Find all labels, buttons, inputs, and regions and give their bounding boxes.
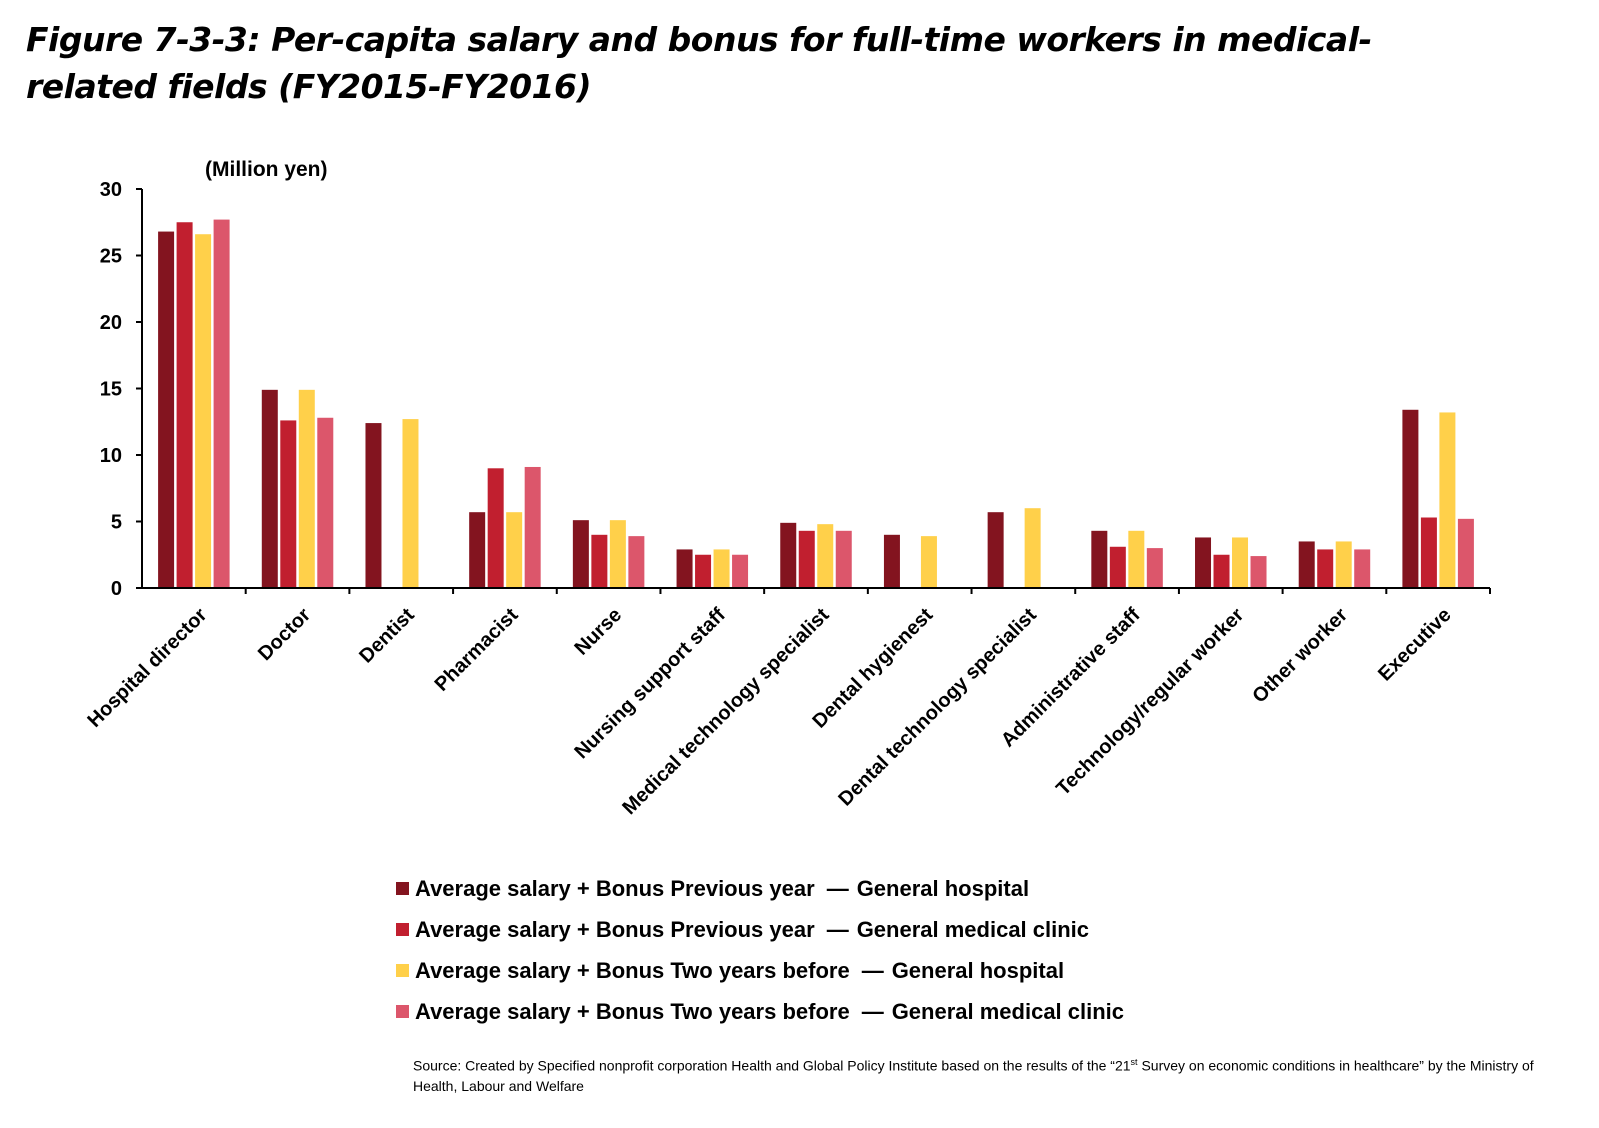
- bar: [835, 530, 852, 588]
- y-tick-label: 25: [100, 246, 122, 268]
- bar: [317, 417, 334, 588]
- bar: [1091, 530, 1108, 588]
- legend-item: Average salary + Bonus Two years before …: [396, 950, 1124, 991]
- bar: [628, 536, 645, 588]
- bar: [280, 420, 297, 588]
- x-tick-label: Hospital director: [83, 604, 211, 732]
- chart-title: Figure 7-3-3: Per-capita salary and bonu…: [26, 20, 1372, 106]
- y-tick-label: 20: [100, 312, 122, 334]
- source-text: Source: Created by Specified nonprofit c…: [413, 1057, 1131, 1074]
- bar: [1457, 518, 1474, 588]
- bar: [1213, 554, 1230, 588]
- bar: [883, 534, 900, 588]
- bar: [695, 554, 712, 588]
- legend-separator: —: [861, 957, 884, 983]
- y-tick-label: 5: [111, 512, 122, 534]
- bar: [1250, 556, 1267, 588]
- x-tick-label: Doctor: [254, 604, 315, 665]
- legend-swatch: [396, 923, 409, 936]
- legend-label: Average salary + Bonus Two years before: [415, 957, 850, 983]
- bar: [1354, 549, 1371, 588]
- bar: [298, 389, 315, 588]
- bar: [195, 234, 212, 588]
- bar: [676, 549, 693, 588]
- source-superscript: st: [1130, 1057, 1138, 1067]
- bar: [1146, 548, 1163, 588]
- bar: [817, 524, 834, 588]
- legend-swatch: [396, 882, 409, 895]
- legend-separator: —: [826, 875, 849, 901]
- x-axis: Hospital director Doctor Dentist Pharmacist…: [83, 587, 1491, 819]
- bar: [1439, 412, 1456, 588]
- legend: Average salary + Bonus Previous year — G…: [396, 868, 1124, 1032]
- bar: [1298, 541, 1315, 588]
- bar: [506, 512, 523, 588]
- y-axis-label: (Million yen): [205, 158, 328, 181]
- bar: [176, 222, 193, 588]
- legend-label: Average salary + Bonus Previous year: [415, 875, 815, 901]
- bar: [1335, 541, 1352, 588]
- legend-label: Average salary + Bonus Previous year: [415, 916, 815, 942]
- legend-item: Average salary + Bonus Two years before …: [396, 991, 1124, 1032]
- legend-separator: —: [826, 916, 849, 942]
- y-axis: 0 5 10 15 20 25 30: [100, 179, 143, 600]
- legend-group: General medical clinic: [856, 916, 1090, 942]
- legend-swatch: [396, 964, 409, 977]
- bar: [213, 219, 230, 588]
- legend-group: General hospital: [856, 875, 1030, 901]
- bar: [1195, 537, 1212, 588]
- bar: [732, 554, 749, 588]
- bar: [1317, 549, 1334, 588]
- bar: [469, 512, 486, 588]
- bar: [591, 534, 608, 588]
- source-text-end: Survey on economic conditions in healthc…: [413, 1057, 1534, 1094]
- bar: [780, 522, 797, 588]
- bar: [1402, 409, 1419, 588]
- legend-group: General hospital: [891, 957, 1065, 983]
- y-tick-label: 30: [100, 179, 122, 201]
- bar: [487, 468, 504, 588]
- bar: [261, 389, 278, 588]
- bar-chart: (Million yen) 0 5 10 15 20 25 30 Hospital dire…: [83, 158, 1491, 819]
- source-note: Source: Created by Specified nonprofit c…: [413, 1052, 1563, 1096]
- y-tick-label: 15: [100, 379, 122, 401]
- x-tick-label: Technology/regular worker: [1052, 604, 1248, 800]
- bar: [1128, 530, 1145, 588]
- bar: [1420, 517, 1437, 588]
- legend-item: Average salary + Bonus Previous year — G…: [396, 909, 1124, 950]
- x-tick-label: Dentist: [355, 604, 419, 668]
- y-tick-label: 0: [111, 578, 122, 600]
- x-tick-label: Dental technology specialist: [834, 604, 1041, 811]
- bar: [402, 419, 419, 588]
- bar: [524, 466, 541, 588]
- legend-item: Average salary + Bonus Previous year — G…: [396, 868, 1124, 909]
- x-tick-label: Pharmacist: [431, 604, 523, 696]
- bar: [158, 231, 175, 588]
- bar: [987, 512, 1004, 588]
- x-tick-label: Nurse: [570, 604, 626, 660]
- bar: [365, 423, 382, 588]
- bar: [1109, 546, 1126, 588]
- legend-separator: —: [861, 998, 884, 1024]
- x-tick-label: Medical technology specialist: [618, 604, 833, 819]
- y-tick-label: 10: [100, 445, 122, 467]
- bar: [609, 520, 626, 588]
- bar: [1024, 508, 1041, 588]
- bar: [1232, 537, 1249, 588]
- legend-label: Average salary + Bonus Two years before: [415, 998, 850, 1024]
- legend-group: General medical clinic: [891, 998, 1125, 1024]
- bars: [158, 219, 1474, 588]
- bar: [798, 530, 815, 588]
- x-tick-label: Executive: [1374, 604, 1456, 686]
- bar: [572, 520, 589, 588]
- bar: [713, 549, 730, 588]
- bar: [920, 536, 937, 588]
- legend-swatch: [396, 1005, 409, 1018]
- x-tick-label: Other worker: [1248, 604, 1352, 708]
